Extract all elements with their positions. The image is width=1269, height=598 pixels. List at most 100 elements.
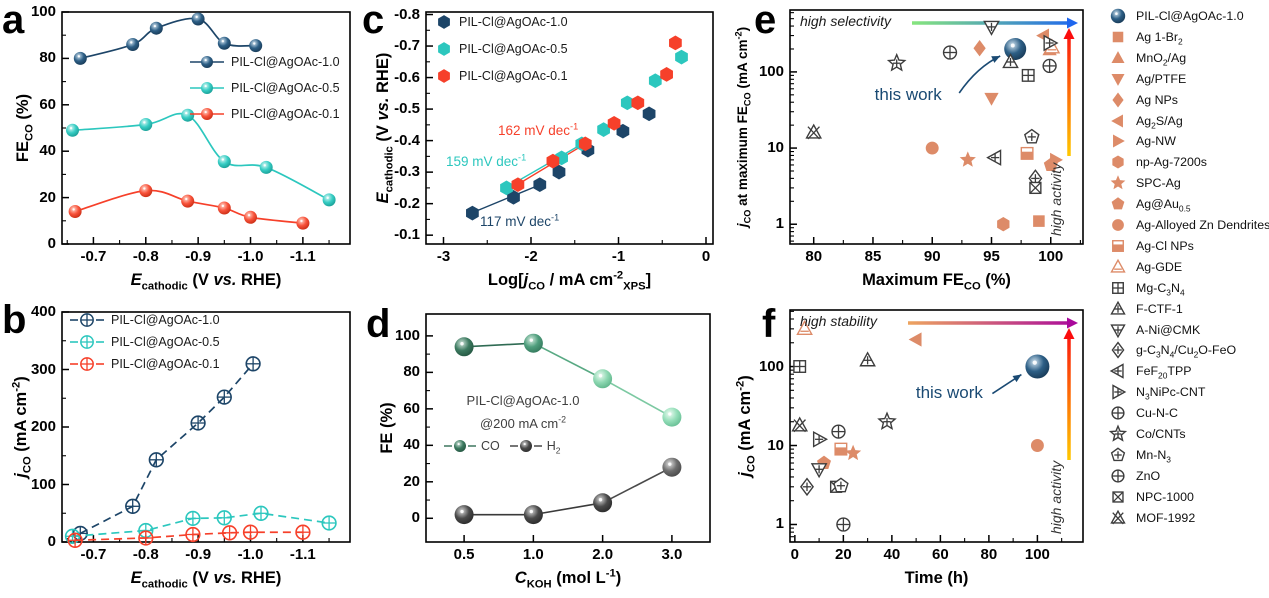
sphere-marker bbox=[217, 201, 231, 215]
panel-b-plot bbox=[61, 311, 351, 548]
x-tick-label: 100 bbox=[1024, 546, 1050, 563]
triangle-left-plus-marker bbox=[986, 149, 1002, 166]
x-tick-label: 3.0 bbox=[661, 546, 683, 563]
x-tick-label: 0 bbox=[701, 248, 711, 265]
side-legend-label: NPC-1000 bbox=[1136, 489, 1194, 504]
circle-plus-marker bbox=[1111, 469, 1125, 483]
sphere-marker bbox=[1110, 8, 1126, 24]
sphere-marker bbox=[593, 369, 613, 389]
side-legend-item: Ag-NW bbox=[1109, 131, 1176, 151]
boxed-x-marker bbox=[1029, 181, 1042, 195]
side-legend-label: Ag@Au0.5 bbox=[1136, 197, 1191, 214]
series-legend-label: PIL-Cl@AgOAc-1.0 bbox=[231, 55, 340, 69]
y-axis-label: FE (%) bbox=[378, 402, 396, 454]
sphere-marker bbox=[191, 12, 205, 26]
x-tick-label: 90 bbox=[923, 248, 941, 265]
x-axis-label: CKOH (mol L-1) bbox=[514, 567, 622, 591]
panel-a-plot bbox=[61, 11, 351, 245]
side-legend-label: MnO2/Ag bbox=[1136, 50, 1187, 68]
side-legend-item: N3NiPc-CNT bbox=[1109, 382, 1205, 402]
sphere-marker bbox=[139, 184, 153, 198]
y-tick-label: 100 bbox=[758, 62, 784, 80]
sphere-marker bbox=[201, 82, 213, 94]
circle-marker bbox=[1112, 219, 1124, 231]
panel-e: e 80 85 90 95 100 1 10 100 Maximum FECO (%) jCO a… bbox=[720, 0, 1105, 298]
hexagon-marker bbox=[675, 49, 688, 65]
side-legend-item: Cu-N-C bbox=[1109, 403, 1178, 423]
circle-plus-marker bbox=[138, 530, 154, 546]
y-tick-label: 10 bbox=[767, 139, 784, 157]
sphere-marker bbox=[593, 493, 613, 513]
square-marker bbox=[1112, 31, 1124, 43]
sphere-marker bbox=[259, 160, 273, 174]
series-legend-label: PIL-Cl@AgOAc-0.5 bbox=[459, 42, 568, 56]
x-tick-label: 60 bbox=[932, 546, 949, 563]
side-legend-item: Ag2S/Ag bbox=[1109, 111, 1183, 131]
side-legend-item: A-Ni@CMK bbox=[1109, 320, 1200, 340]
side-legend-item: Mn-N3 bbox=[1109, 445, 1171, 465]
y-tick-label: 20 bbox=[39, 188, 56, 206]
hexagon-marker bbox=[1112, 155, 1124, 169]
x-tick-label: -0.8 bbox=[132, 546, 159, 563]
y-tick-label: 300 bbox=[30, 360, 56, 378]
side-legend-label: Mg-C3N4 bbox=[1136, 280, 1185, 298]
diamond-plus-marker bbox=[1111, 341, 1125, 359]
x-tick-label: 2.0 bbox=[592, 546, 614, 563]
y-tick-label: 80 bbox=[403, 363, 420, 381]
x-axis-label: Ecathodic (V vs. RHE) bbox=[130, 569, 282, 591]
half-square-marker bbox=[1112, 239, 1124, 252]
circle-plus-marker bbox=[221, 525, 238, 541]
panel-e-letter: e bbox=[754, 0, 777, 42]
y-tick-label: -0.3 bbox=[394, 163, 420, 181]
hexagon-marker bbox=[511, 177, 525, 193]
hexagon-marker bbox=[466, 205, 479, 221]
panel-f-letter: f bbox=[762, 302, 776, 346]
series-legend-label: PIL-Cl@AgOAc-0.1 bbox=[111, 357, 220, 371]
x-tick-label: 40 bbox=[883, 546, 901, 563]
triangle-right-plus-marker bbox=[812, 430, 829, 448]
boxed-x-marker bbox=[1112, 491, 1124, 503]
y-tick-label: -0.7 bbox=[394, 37, 420, 55]
circle-plus-marker bbox=[80, 313, 94, 327]
circle-plus-marker bbox=[216, 389, 232, 405]
side-legend-item: FeF20TPP bbox=[1109, 361, 1192, 381]
hexagon-marker bbox=[631, 95, 645, 111]
hexagon-marker bbox=[552, 164, 566, 180]
side-legend-item: PIL-Cl@AgOAc-1.0 bbox=[1109, 6, 1244, 26]
y-tick-label: -0.6 bbox=[394, 68, 420, 86]
circle-plus-marker bbox=[295, 524, 311, 540]
circle-plus-marker bbox=[245, 356, 261, 372]
hexagon-marker bbox=[607, 115, 621, 131]
hexagon-marker bbox=[438, 42, 450, 56]
side-legend-item: Ag-Alloyed Zn Dendrites bbox=[1109, 215, 1269, 235]
sphere-marker bbox=[126, 38, 140, 51]
x-tick-label: -0.8 bbox=[132, 248, 159, 265]
y-tick-label: 100 bbox=[30, 3, 56, 20]
circle-plus-marker bbox=[216, 510, 232, 526]
y-tick-label: 10 bbox=[767, 436, 784, 454]
circle-plus-marker bbox=[242, 524, 259, 540]
right-arrow-label: high activity bbox=[1048, 460, 1064, 534]
x-axis-label: Ecathodic (V vs. RHE) bbox=[130, 271, 282, 293]
circle-plus-marker bbox=[67, 532, 83, 548]
series-legend-item: PIL-Cl@AgOAc-0.5 bbox=[70, 333, 220, 351]
series-legend-item: PIL-Cl@AgOAc-1.0 bbox=[190, 53, 340, 71]
pentagon-marker bbox=[1111, 197, 1125, 210]
x-tick-label: 20 bbox=[835, 546, 852, 563]
y-tick-label: -0.8 bbox=[394, 5, 420, 23]
sphere-marker bbox=[662, 407, 682, 427]
triangle-left-plus-marker bbox=[1109, 363, 1124, 379]
hexagon-marker bbox=[660, 67, 673, 82]
circle-plus-marker bbox=[942, 45, 958, 60]
open-triangle-marker bbox=[796, 319, 813, 336]
circle-plus-marker bbox=[125, 498, 141, 514]
triangle-down-marker bbox=[984, 92, 999, 106]
x-tick-label: 0.5 bbox=[453, 546, 475, 563]
side-legend-label: F-CTF-1 bbox=[1136, 301, 1183, 316]
panel-e-plot bbox=[789, 9, 1084, 245]
sphere-marker bbox=[181, 108, 195, 122]
x-tick-label: -1.1 bbox=[289, 546, 316, 563]
panel-c-plot bbox=[425, 11, 714, 245]
pentagon-plus-marker bbox=[1023, 128, 1040, 144]
